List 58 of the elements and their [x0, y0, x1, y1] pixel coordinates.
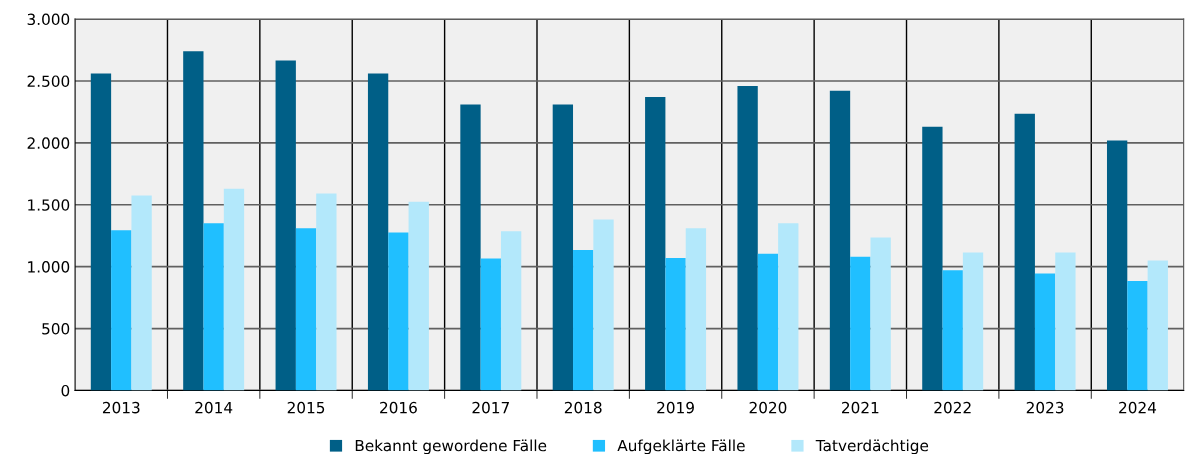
y-tick-label: 0	[61, 384, 70, 397]
x-tick-label: 2014	[195, 401, 233, 414]
bar	[295, 228, 317, 391]
bar	[1014, 113, 1035, 391]
x-tick-label: 2021	[842, 401, 879, 414]
x-tick-label: 2020	[749, 401, 787, 414]
bar	[203, 223, 224, 391]
bar	[500, 231, 522, 391]
x-tick-label: 2019	[657, 401, 694, 414]
bar	[408, 201, 429, 391]
bar	[850, 256, 871, 391]
y-tick-label: 1.000	[28, 261, 70, 273]
x-tick-label: 2017	[472, 401, 509, 414]
bar	[573, 249, 594, 391]
bar	[316, 193, 337, 391]
bar	[111, 230, 132, 391]
bar	[367, 73, 389, 391]
x-tick-label: 2023	[1026, 401, 1064, 414]
x-tick-label: 2016	[380, 401, 417, 414]
x-tick-label: 2018	[564, 401, 602, 414]
bar	[593, 219, 614, 391]
bar	[942, 270, 963, 391]
legend-label: Bekannt gewordene Fälle	[355, 439, 547, 454]
bar	[552, 104, 574, 391]
bar	[829, 90, 851, 391]
bar	[962, 252, 984, 391]
x-tick-label: 2013	[102, 401, 140, 414]
y-tick-label: 1.500	[28, 199, 70, 211]
bar	[1106, 140, 1128, 391]
bar	[275, 60, 296, 391]
legend-label: Tatverdächtige	[815, 439, 929, 454]
legend-label: Aufgeklärte Fälle	[617, 439, 745, 454]
x-tick-label: 2024	[1119, 401, 1157, 414]
bar	[737, 85, 758, 391]
y-tick-label: 2.500	[27, 75, 70, 87]
bar	[1127, 280, 1148, 391]
bar	[645, 97, 666, 391]
bar	[1055, 252, 1076, 391]
bar	[480, 258, 501, 391]
bar	[131, 195, 152, 391]
bar	[922, 126, 943, 391]
bar	[1034, 273, 1056, 391]
bar	[388, 232, 409, 391]
x-tick-label: 2022	[934, 401, 971, 414]
bar	[870, 237, 891, 391]
x-tick-label: 2015	[287, 401, 325, 414]
bar	[778, 223, 799, 391]
bar	[90, 73, 112, 391]
bar	[665, 257, 686, 391]
y-tick-label: 500	[42, 323, 70, 335]
bar	[1147, 260, 1168, 391]
bar	[460, 104, 481, 391]
bar	[757, 253, 779, 391]
y-tick-label: 2.000	[27, 137, 70, 149]
bar	[183, 51, 204, 391]
bar	[223, 188, 245, 391]
bar	[685, 228, 707, 391]
y-tick-label: 3.000	[27, 13, 70, 26]
